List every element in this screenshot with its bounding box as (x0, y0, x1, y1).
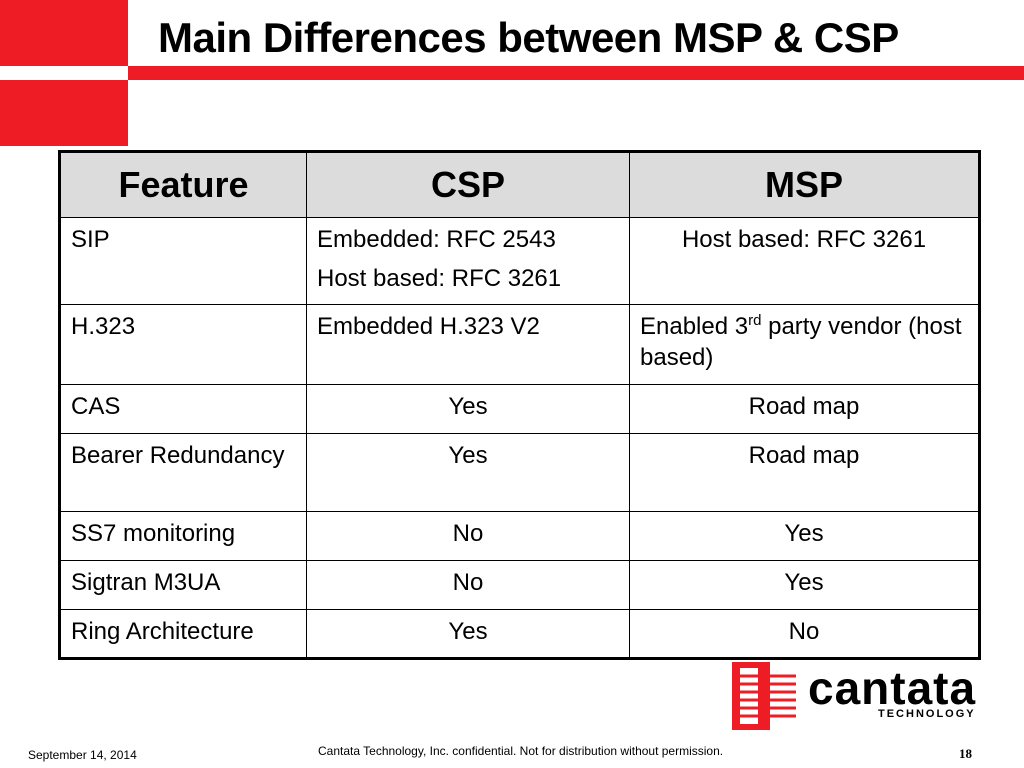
cell-msp: Yes (629, 511, 980, 561)
cell-csp: No (306, 560, 630, 610)
cell-csp: No (306, 511, 630, 561)
cell-csp: Yes (306, 384, 630, 434)
table-row: SIP Embedded: RFC 2543 Host based: RFC 3… (59, 217, 980, 305)
table-header-row: Feature CSP MSP (59, 151, 980, 218)
logo-wordmark: cantata (808, 662, 977, 714)
footer-date: September 14, 2014 (28, 748, 137, 762)
cell-csp-line: Embedded: RFC 2543 (317, 226, 556, 253)
cantata-logo-icon (732, 662, 796, 730)
logo-tagline: TECHNOLOGY (878, 708, 976, 720)
cell-csp: Embedded: RFC 2543 Host based: RFC 3261 (306, 217, 630, 305)
cell-msp: Road map (629, 384, 980, 434)
header-msp: MSP (629, 151, 980, 218)
table-row: Ring Architecture Yes No (59, 609, 980, 659)
cell-msp-sup: rd (748, 312, 762, 329)
corner-block-top (0, 0, 128, 66)
cell-feature: CAS (59, 384, 307, 434)
cell-msp: Host based: RFC 3261 (629, 217, 980, 305)
cell-feature: Ring Architecture (59, 609, 307, 659)
page-number: 18 (959, 746, 972, 761)
title-rule (128, 66, 1024, 80)
corner-block-bottom (0, 80, 128, 146)
cell-csp: Yes (306, 609, 630, 659)
footer-confidentiality-note: Cantata Technology, Inc. confidential. N… (318, 744, 724, 758)
cell-msp: Yes (629, 560, 980, 610)
cell-csp: Yes (306, 433, 630, 512)
slide-title: Main Differences between MSP & CSP (158, 14, 899, 61)
comparison-table: Feature CSP MSP SIP Embedded: RFC 2543 H… (58, 150, 981, 660)
table-row: SS7 monitoring No Yes (59, 511, 980, 561)
cell-csp: Embedded H.323 V2 (306, 304, 630, 385)
table-row: Bearer Redundancy Yes Road map (59, 433, 980, 512)
cell-msp: Road map (629, 433, 980, 512)
table-row: Sigtran M3UA No Yes (59, 560, 980, 610)
cell-feature: SS7 monitoring (59, 511, 307, 561)
cell-msp: No (629, 609, 980, 659)
table-row: H.323 Embedded H.323 V2 Enabled 3rd part… (59, 304, 980, 385)
cell-feature: SIP (59, 217, 307, 305)
cell-msp-post: party vendor (host based) (640, 313, 962, 372)
cell-msp: Enabled 3rd party vendor (host based) (629, 304, 980, 385)
header-csp: CSP (306, 151, 630, 218)
cell-msp-pre: Enabled 3 (640, 313, 749, 340)
table-row: CAS Yes Road map (59, 384, 980, 434)
cell-csp-line: Host based: RFC 3261 (317, 265, 562, 293)
cell-feature: H.323 (59, 304, 307, 385)
header-feature: Feature (59, 151, 307, 218)
cell-feature: Bearer Redundancy (59, 433, 307, 512)
cell-feature: Sigtran M3UA (59, 560, 307, 610)
